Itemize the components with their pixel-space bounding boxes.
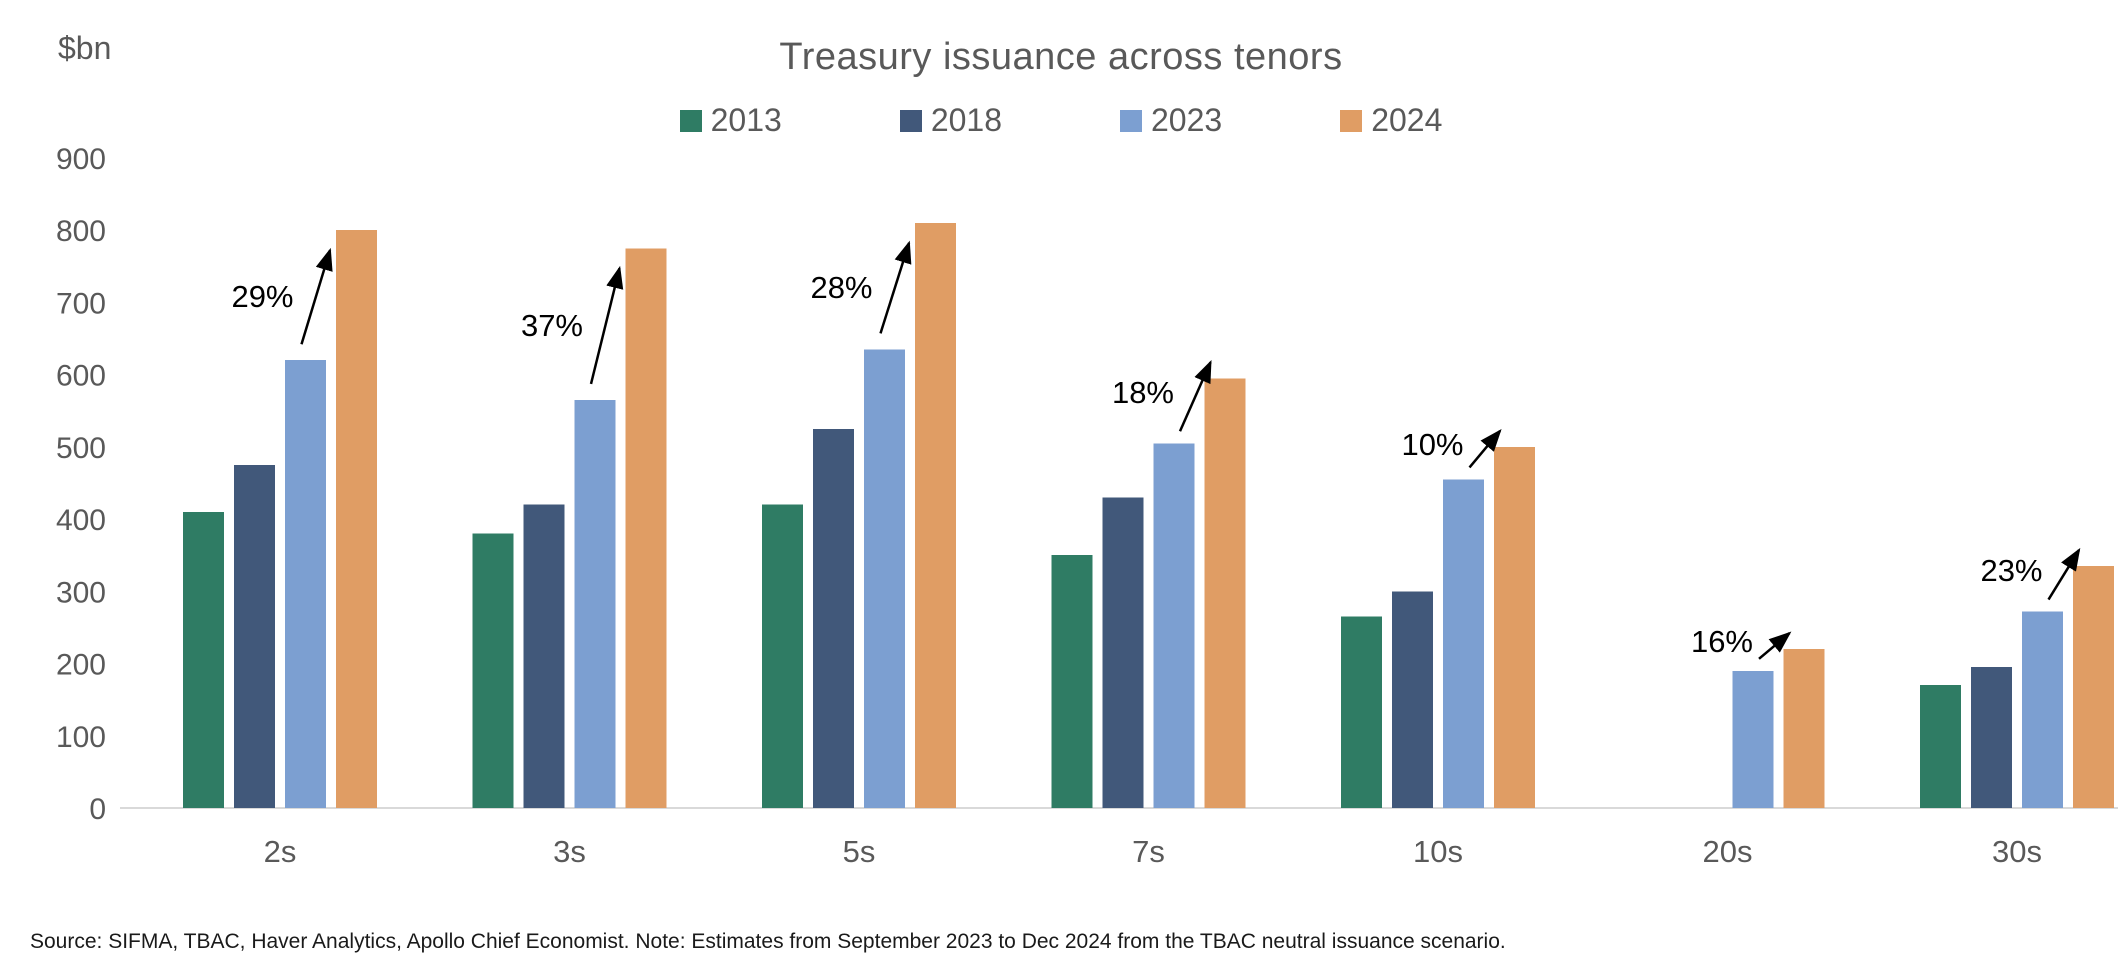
percent-label-7s: 18% bbox=[1112, 375, 1174, 410]
x-axis-label: 10s bbox=[1413, 834, 1463, 869]
y-tick-label: 400 bbox=[56, 504, 106, 537]
percent-label-5s: 28% bbox=[810, 270, 872, 305]
bar-2013-5s bbox=[762, 504, 803, 808]
percent-label-3s: 37% bbox=[521, 308, 583, 343]
x-axis-label: 3s bbox=[553, 834, 586, 869]
y-tick-label: 700 bbox=[56, 287, 106, 320]
bar-2024-3s bbox=[625, 248, 667, 808]
source-footnote: Source: SIFMA, TBAC, Haver Analytics, Ap… bbox=[30, 930, 1506, 953]
legend-label-2018: 2018 bbox=[930, 102, 1002, 138]
bar-2024-7s bbox=[1204, 378, 1246, 808]
bar-2013-30s bbox=[1920, 685, 1961, 808]
bar-2013-2s bbox=[183, 511, 224, 808]
legend-swatch-2018 bbox=[899, 109, 922, 132]
legend-item-2018: 2018 bbox=[899, 102, 1002, 139]
bar-2018-7s bbox=[1102, 497, 1144, 808]
legend-item-2023: 2023 bbox=[1120, 102, 1222, 139]
x-axis-label: 20s bbox=[1703, 834, 1753, 869]
growth-arrow-30s bbox=[2047, 547, 2081, 601]
y-tick-label: 300 bbox=[56, 576, 106, 609]
bar-2024-20s bbox=[1783, 649, 1825, 808]
bar-2023-20s bbox=[1732, 670, 1774, 808]
y-tick-label: 0 bbox=[89, 793, 106, 826]
legend-swatch-2023 bbox=[1120, 109, 1142, 132]
bar-2024-5s bbox=[915, 223, 956, 808]
y-axis-unit-label: $bn bbox=[58, 30, 112, 66]
legend-swatch-2013 bbox=[679, 109, 702, 132]
x-axis-label: 7s bbox=[1132, 834, 1165, 869]
legend-item-2013: 2013 bbox=[679, 102, 782, 139]
y-tick-label: 500 bbox=[56, 432, 106, 465]
y-tick-label: 800 bbox=[56, 215, 106, 248]
chart-title: Treasury issuance across tenors bbox=[779, 36, 1343, 78]
chart-legend: 2013 2018 2023 2024 bbox=[0, 102, 2122, 139]
bar-2023-30s bbox=[2022, 611, 2063, 808]
bar-2024-10s bbox=[1494, 446, 1535, 808]
legend-label-2023: 2023 bbox=[1151, 102, 1223, 138]
bar-2024-30s bbox=[2073, 566, 2114, 808]
percent-label-10s: 10% bbox=[1401, 427, 1463, 462]
bar-2013-7s bbox=[1051, 555, 1093, 808]
x-axis-label: 2s bbox=[264, 834, 297, 869]
bar-2013-3s bbox=[472, 533, 514, 808]
growth-arrow-5s bbox=[879, 240, 912, 334]
bar-2018-10s bbox=[1392, 591, 1433, 808]
x-axis-label: 5s bbox=[843, 834, 876, 869]
growth-arrow-3s bbox=[589, 265, 624, 385]
y-tick-label: 200 bbox=[56, 649, 106, 682]
legend-item-2024: 2024 bbox=[1340, 102, 1442, 139]
bar-2023-7s bbox=[1153, 443, 1195, 808]
bar-2023-2s bbox=[285, 360, 326, 808]
growth-arrow-7s bbox=[1178, 359, 1212, 432]
bar-2018-30s bbox=[1971, 667, 2012, 808]
growth-arrow-20s bbox=[1758, 631, 1792, 660]
bar-2018-2s bbox=[234, 464, 275, 808]
percent-label-2s: 29% bbox=[231, 279, 293, 314]
percent-label-30s: 23% bbox=[1980, 553, 2042, 588]
bar-2013-10s bbox=[1341, 616, 1382, 808]
bar-2018-3s bbox=[523, 504, 565, 808]
percent-label-20s: 16% bbox=[1691, 624, 1753, 659]
growth-arrow-10s bbox=[1468, 428, 1502, 469]
legend-label-2013: 2013 bbox=[710, 102, 782, 138]
bar-2024-2s bbox=[336, 230, 377, 808]
y-tick-label: 900 bbox=[56, 143, 106, 176]
bar-2023-3s bbox=[574, 399, 616, 808]
bar-2018-5s bbox=[813, 428, 854, 808]
growth-arrow-2s bbox=[300, 247, 333, 345]
y-tick-label: 100 bbox=[56, 721, 106, 754]
legend-label-2024: 2024 bbox=[1371, 102, 1443, 138]
legend-swatch-2024 bbox=[1340, 109, 1363, 132]
x-axis-label: 30s bbox=[1992, 834, 2042, 869]
bar-2023-10s bbox=[1443, 479, 1484, 808]
bar-2023-5s bbox=[864, 349, 905, 808]
y-tick-label: 600 bbox=[56, 360, 106, 393]
